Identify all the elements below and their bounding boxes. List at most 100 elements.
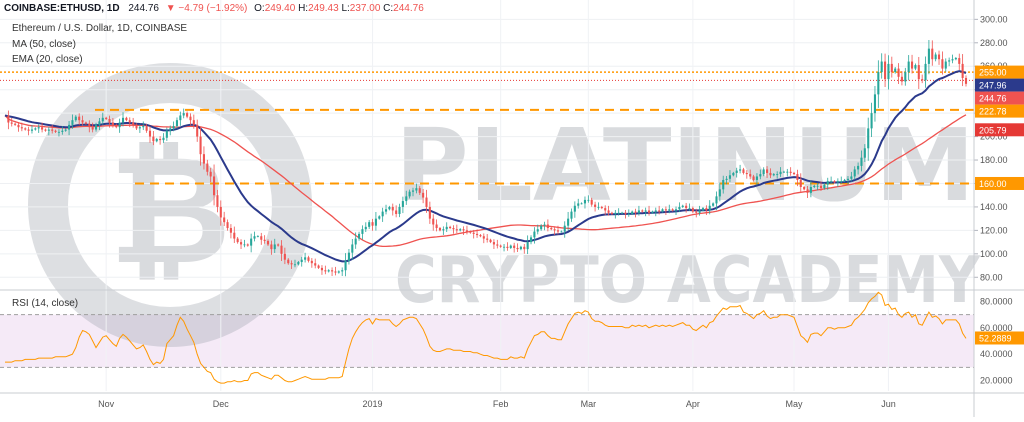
price-label-text: 244.76 [979, 94, 1007, 104]
candle [384, 209, 388, 212]
candle [280, 245, 283, 254]
candle [846, 178, 850, 180]
candle [216, 195, 219, 207]
price-label-text: 222.78 [979, 107, 1007, 117]
price-label-text: 255.00 [979, 68, 1007, 78]
candle [823, 184, 826, 189]
candle [320, 267, 324, 271]
price-tick-label: 140.00 [980, 202, 1008, 212]
candle [98, 121, 101, 125]
candle [246, 244, 249, 246]
candle [674, 209, 678, 211]
candle [354, 238, 357, 245]
candle [27, 129, 30, 131]
candle [159, 138, 162, 141]
candle [691, 208, 694, 212]
candle [331, 270, 334, 272]
candle [637, 210, 640, 213]
candle [317, 265, 320, 268]
candle [668, 209, 671, 211]
candle [860, 157, 863, 166]
candle [61, 130, 64, 132]
candle [482, 236, 485, 239]
candle [853, 169, 856, 177]
candle [890, 63, 893, 73]
candle [425, 197, 428, 207]
watermark-line2: CRYPTO ACADEMY [395, 244, 981, 318]
candle [543, 224, 546, 226]
ohlc-open: 249.40 [264, 3, 296, 14]
candle [459, 229, 462, 231]
candle [196, 124, 199, 137]
candle [641, 210, 644, 212]
candle [506, 246, 509, 248]
candle [749, 174, 752, 177]
candle [705, 208, 708, 211]
legend-ma: MA (50, close) [12, 39, 76, 50]
price-label-text: 247.96 [979, 81, 1007, 91]
candle [907, 61, 910, 73]
price-tick-label: 120.00 [980, 225, 1008, 235]
candle [563, 225, 566, 232]
candle [388, 206, 391, 210]
candle [792, 172, 796, 175]
rsi-label-text: 52.2889 [979, 333, 1012, 343]
candle [111, 122, 114, 125]
candle [513, 245, 516, 248]
candle [961, 63, 964, 78]
rsi-line [5, 291, 967, 384]
candle [796, 174, 799, 180]
legend-ema: EMA (20, close) [12, 54, 83, 65]
candle [405, 196, 408, 202]
candle [772, 174, 775, 176]
candle [948, 60, 951, 62]
candle [479, 235, 482, 237]
chart-header: COINBASE:ETHUSD, 1D 244.76 ▼ −4.79 (−1.9… [4, 3, 424, 14]
candle [553, 229, 556, 231]
candle [806, 189, 809, 193]
candle [496, 244, 499, 246]
price-tick-label: 80.00 [980, 272, 1003, 282]
watermark-logo-ring [28, 63, 312, 347]
candles [7, 40, 968, 277]
candle [351, 244, 354, 253]
candle [900, 76, 903, 82]
candle [745, 172, 748, 175]
candle [381, 211, 384, 217]
candle [20, 127, 23, 129]
candle [516, 247, 519, 250]
price-label-box [975, 123, 1024, 137]
candle [148, 130, 152, 137]
x-tick-label: Jun [881, 399, 896, 409]
candle [105, 117, 108, 119]
candle [34, 128, 37, 130]
candle [752, 176, 755, 180]
last-price: 244.76 [128, 3, 159, 14]
candle [307, 257, 310, 261]
candle [712, 203, 715, 206]
candle [206, 163, 209, 172]
rsi-label-box [975, 331, 1024, 345]
candle [260, 236, 263, 240]
candle [803, 187, 806, 190]
candle [904, 72, 907, 82]
candle [74, 116, 77, 121]
candle [226, 222, 229, 229]
candle [10, 122, 13, 124]
candle [337, 271, 340, 273]
rsi-band [0, 314, 974, 368]
candle [863, 148, 866, 158]
candle [924, 63, 927, 81]
candle [681, 205, 684, 207]
candle [688, 208, 691, 209]
price-tick-label: 200.00 [980, 132, 1008, 142]
candle [526, 242, 529, 250]
candle [118, 122, 121, 128]
candle [786, 171, 789, 173]
candle [91, 127, 94, 130]
candle [843, 179, 846, 182]
candle [536, 229, 539, 232]
candle [880, 61, 883, 73]
price-label-text: 160.00 [979, 179, 1007, 189]
candle [728, 175, 732, 179]
